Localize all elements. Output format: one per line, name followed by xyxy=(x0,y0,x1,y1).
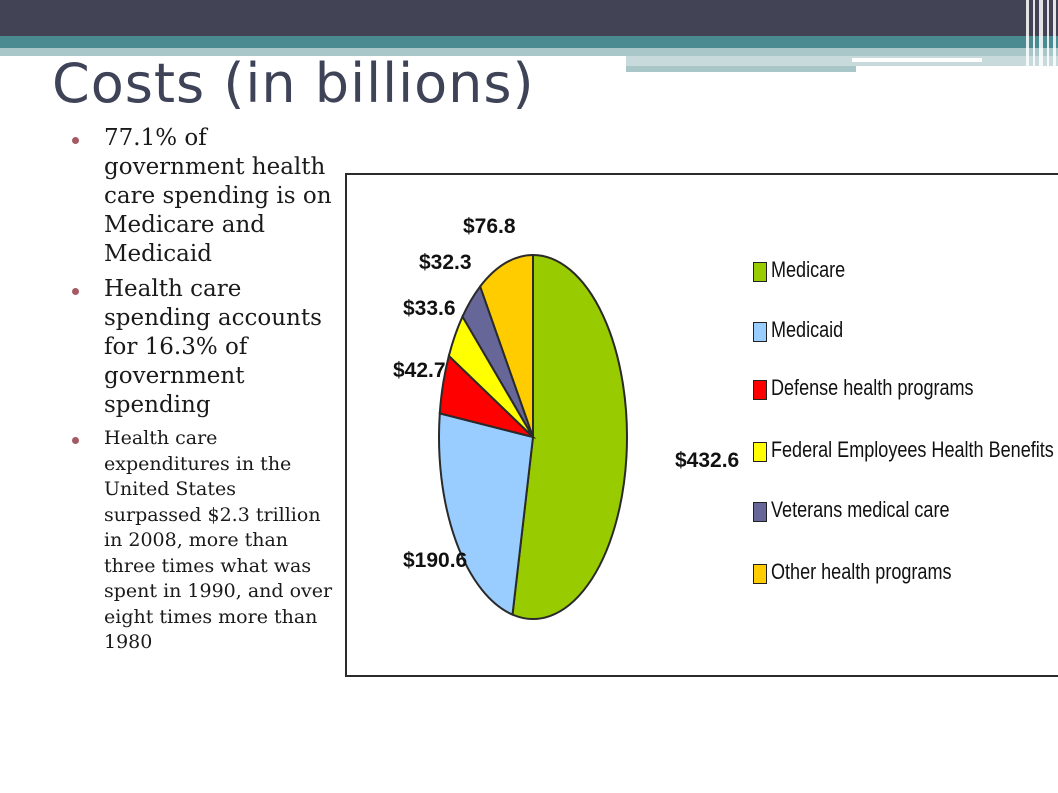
bullet-text: Health care expenditures in the United S… xyxy=(104,427,333,653)
header-band-dark xyxy=(0,0,1058,36)
legend-label: Defense health programs xyxy=(771,375,974,400)
bullet-text: Health care spending accounts for 16.3% … xyxy=(104,276,322,418)
data-label-federal-employees-health-benefits: $33.6 xyxy=(403,297,456,320)
legend-swatch xyxy=(753,442,767,462)
data-label-veterans-medical-care: $32.3 xyxy=(419,251,472,274)
legend-label: Other health programs xyxy=(771,559,952,584)
legend-swatch xyxy=(753,502,767,522)
legend-label: Federal Employees Health Benefits xyxy=(771,437,1054,462)
data-label-other-health-programs: $76.8 xyxy=(463,215,516,238)
data-label-medicare: $432.6 xyxy=(675,449,739,472)
header-band-light-accent xyxy=(626,66,856,72)
data-label-defense-health-programs: $42.7 xyxy=(393,359,446,382)
header-band-teal xyxy=(0,36,1058,48)
legend-label: Medicaid xyxy=(771,317,844,342)
pie-chart-frame: $432.6 $190.6 $42.7 $33.6 $32.3 $76.8 Medicar… xyxy=(345,173,1058,677)
bullet-list: 77.1% of government health care spending… xyxy=(72,124,334,656)
header-stripes xyxy=(1024,0,1058,72)
bullet-item: 77.1% of government health care spending… xyxy=(72,124,334,269)
header-band-light xyxy=(0,48,1058,56)
legend-label: Veterans medical care xyxy=(771,497,950,522)
header-band-white xyxy=(852,58,982,62)
pie-slice-other-health-programs xyxy=(479,253,534,438)
pie-chart: $432.6 $190.6 $42.7 $33.6 $32.3 $76.8 xyxy=(393,215,739,620)
bullet-text: 77.1% of government health care spending… xyxy=(104,125,332,267)
legend-swatch xyxy=(753,564,767,584)
bullet-item: Health care expenditures in the United S… xyxy=(72,426,334,656)
pie-slice-medicare xyxy=(511,253,628,620)
bullet-dot-icon xyxy=(72,137,79,144)
bullet-item: Health care spending accounts for 16.3% … xyxy=(72,275,334,420)
chart-legend: Medicare Medicaid Defense health programs F… xyxy=(753,175,1058,675)
legend-swatch xyxy=(753,322,767,342)
legend-swatch xyxy=(753,380,767,400)
legend-label: Medicare xyxy=(771,257,846,282)
bullet-dot-icon xyxy=(72,437,79,444)
bullet-dot-icon xyxy=(72,288,79,295)
data-label-medicaid: $190.6 xyxy=(403,549,467,572)
legend-swatch xyxy=(753,262,767,282)
pie-slice-medicaid xyxy=(438,412,535,617)
page-title: Costs (in billions) xyxy=(52,52,535,115)
header-band-light-right xyxy=(626,56,1058,66)
